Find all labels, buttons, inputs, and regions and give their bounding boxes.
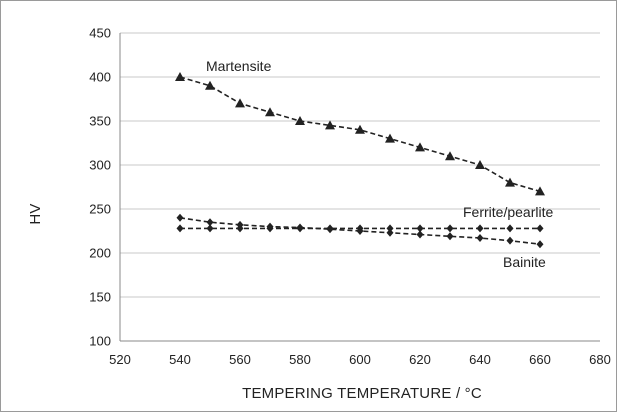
x-tick-label-660: 660	[529, 352, 551, 367]
data-point-ferrite-pearlite-610	[386, 224, 394, 233]
axes	[119, 33, 600, 342]
data-point-bainite-620	[416, 230, 424, 239]
y-tick-label-100: 100	[89, 334, 111, 349]
data-point-ferrite-pearlite-620	[416, 224, 424, 233]
data-point-ferrite-pearlite-550	[206, 224, 214, 233]
data-point-bainite-560	[236, 220, 244, 229]
data-point-martensite-590	[325, 120, 335, 130]
data-point-martensite-650	[505, 177, 515, 187]
y-tick-label-400: 400	[89, 70, 111, 85]
x-tick-label-600: 600	[349, 352, 371, 367]
y-tick-label-200: 200	[89, 246, 111, 261]
data-point-martensite-620	[415, 142, 425, 152]
data-point-bainite-640	[476, 234, 484, 243]
data-point-bainite-550	[206, 218, 214, 227]
series-label-ferrite-pearlite: Ferrite/pearlite	[463, 204, 553, 220]
x-tick-label-620: 620	[409, 352, 431, 367]
tick-labels: 100 150 200 250 300 350 400 450 520 540 560 580 600 6…	[89, 26, 611, 368]
data-point-bainite-630	[446, 232, 454, 241]
x-tick-label-640: 640	[469, 352, 491, 367]
series-group	[175, 72, 545, 249]
data-point-bainite-570	[266, 222, 274, 231]
y-tick-label-300: 300	[89, 158, 111, 173]
y-tick-label-150: 150	[89, 290, 111, 305]
gridlines	[120, 32, 600, 298]
data-point-martensite-640	[475, 160, 485, 169]
y-axis-title: HV	[27, 203, 44, 224]
data-point-bainite-590	[326, 225, 334, 234]
y-tick-label-350: 350	[89, 114, 111, 129]
x-tick-label-680: 680	[589, 352, 611, 367]
data-point-ferrite-pearlite-630	[446, 224, 454, 233]
data-point-martensite-570	[265, 107, 275, 117]
data-point-ferrite-pearlite-660	[536, 224, 544, 233]
data-point-martensite-580	[295, 116, 305, 125]
data-point-martensite-560	[235, 98, 245, 108]
data-point-martensite-540	[175, 72, 185, 81]
data-point-ferrite-pearlite-650	[506, 224, 514, 233]
data-point-bainite-580	[296, 223, 304, 232]
data-point-bainite-540	[176, 213, 184, 222]
y-tick-label-250: 250	[89, 202, 111, 217]
data-point-bainite-650	[506, 236, 514, 245]
x-axis-title: TEMPERING TEMPERATURE / °C	[242, 385, 482, 402]
data-point-bainite-600	[356, 227, 364, 235]
data-point-martensite-550	[205, 80, 215, 90]
x-tick-label-520: 520	[109, 352, 131, 367]
series-label-bainite: Bainite	[503, 254, 546, 270]
data-point-bainite-660	[536, 240, 544, 249]
x-tick-label-540: 540	[169, 352, 191, 367]
x-tick-label-580: 580	[289, 352, 311, 367]
data-point-bainite-610	[386, 228, 394, 237]
data-point-martensite-660	[535, 186, 545, 196]
data-point-martensite-630	[445, 151, 455, 161]
data-point-ferrite-pearlite-540	[176, 224, 184, 233]
x-tick-label-560: 560	[229, 352, 251, 367]
data-point-martensite-600	[355, 124, 365, 134]
series-label-martensite: Martensite	[206, 58, 272, 74]
y-tick-label-450: 450	[89, 26, 111, 41]
data-point-martensite-610	[385, 133, 395, 143]
data-point-ferrite-pearlite-640	[476, 224, 484, 233]
